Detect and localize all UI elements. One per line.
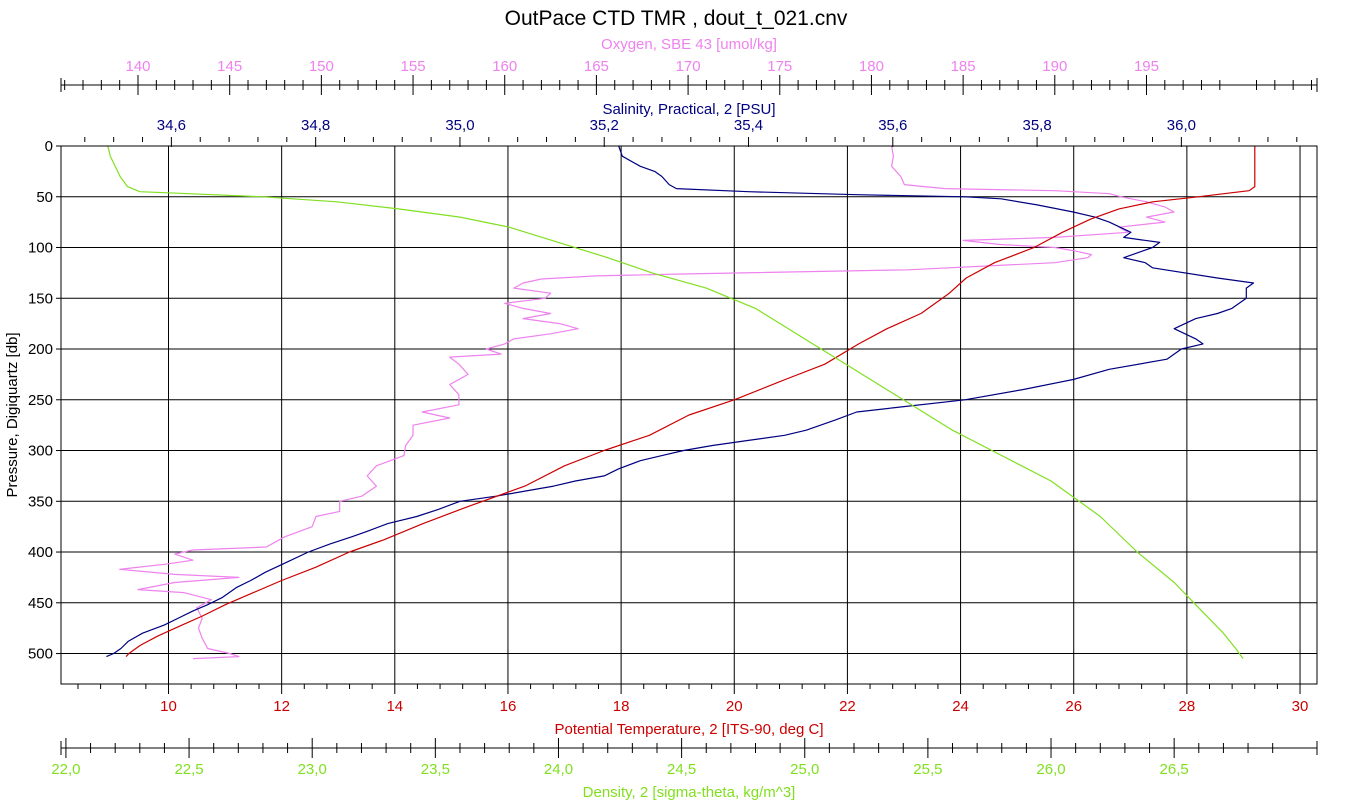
salinity-axis-title: Salinity, Practical, 2 [PSU] xyxy=(602,101,775,118)
oxygen-axis-title: Oxygen, SBE 43 [umol/kg] xyxy=(601,36,777,53)
temperature-tick-label: 30 xyxy=(1292,698,1309,715)
salinity-tick-label: 35,2 xyxy=(590,117,619,134)
density-tick-label: 22,0 xyxy=(51,761,80,778)
pressure-tick-label: 250 xyxy=(28,392,53,409)
axes-layer: 0 50 100 150 200 250 300 350 400 450 500 Pressure, … xyxy=(4,36,1318,801)
temperature-tick-label: 14 xyxy=(386,698,403,715)
oxygen-tick-label: 155 xyxy=(401,58,426,75)
density-tick-label: 24,0 xyxy=(544,761,573,778)
density-axis-title: Density, 2 [sigma-theta, kg/m^3] xyxy=(583,784,796,801)
chart-title: OutPace CTD TMR , dout_t_021.cnv xyxy=(505,7,848,30)
pressure-tick-label: 200 xyxy=(28,341,53,358)
pressure-tick-label: 100 xyxy=(28,240,53,257)
density-tick-label: 24,5 xyxy=(667,761,696,778)
density-profile-line xyxy=(107,145,1244,659)
temperature-tick-label: 10 xyxy=(160,698,177,715)
oxygen-tick-label: 190 xyxy=(1042,58,1067,75)
oxygen-profile-line xyxy=(119,145,1175,660)
salinity-tick-label: 35,4 xyxy=(734,117,763,134)
temperature-tick-label: 12 xyxy=(273,698,290,715)
temperature-profile-line xyxy=(125,146,1256,658)
temperature-tick-label: 18 xyxy=(613,698,630,715)
temperature-tick-label: 28 xyxy=(1179,698,1196,715)
pressure-tick-label: 150 xyxy=(28,290,53,307)
oxygen-tick-label: 165 xyxy=(584,58,609,75)
oxygen-tick-label: 170 xyxy=(676,58,701,75)
salinity-tick-label: 35,0 xyxy=(445,117,474,134)
density-tick-label: 25,0 xyxy=(790,761,819,778)
oxygen-tick-label: 175 xyxy=(767,58,792,75)
temperature-axis-title: Potential Temperature, 2 [ITS-90, deg C] xyxy=(554,721,823,738)
temperature-tick-label: 16 xyxy=(500,698,517,715)
temperature-tick-label: 24 xyxy=(952,698,969,715)
pressure-tick-label: 500 xyxy=(28,646,53,663)
pressure-axis-title: Pressure, Digiquartz [db] xyxy=(4,332,21,497)
density-tick-label: 23,5 xyxy=(421,761,450,778)
oxygen-tick-label: 150 xyxy=(309,58,334,75)
series-layer xyxy=(106,145,1256,660)
salinity-tick-label: 35,8 xyxy=(1022,117,1051,134)
pressure-tick-label: 0 xyxy=(45,138,53,155)
density-tick-label: 25,5 xyxy=(913,761,942,778)
oxygen-tick-label: 140 xyxy=(125,58,150,75)
pressure-tick-label: 300 xyxy=(28,443,53,460)
oxygen-tick-label: 195 xyxy=(1134,58,1159,75)
density-tick-label: 26,5 xyxy=(1160,761,1189,778)
salinity-tick-label: 34,6 xyxy=(157,117,186,134)
oxygen-tick-label: 180 xyxy=(859,58,884,75)
oxygen-tick-label: 145 xyxy=(217,58,242,75)
oxygen-tick-label: 160 xyxy=(492,58,517,75)
temperature-tick-label: 22 xyxy=(839,698,856,715)
salinity-tick-label: 35,6 xyxy=(878,117,907,134)
density-tick-label: 26,0 xyxy=(1036,761,1065,778)
temperature-tick-label: 26 xyxy=(1065,698,1082,715)
pressure-tick-label: 50 xyxy=(36,189,53,206)
salinity-tick-label: 36,0 xyxy=(1167,117,1196,134)
pressure-tick-label: 350 xyxy=(28,493,53,510)
pressure-tick-label: 450 xyxy=(28,595,53,612)
oxygen-tick-label: 185 xyxy=(951,58,976,75)
temperature-tick-label: 20 xyxy=(726,698,743,715)
salinity-tick-label: 34,8 xyxy=(301,117,330,134)
density-tick-label: 23,0 xyxy=(298,761,327,778)
pressure-tick-label: 400 xyxy=(28,544,53,561)
density-tick-label: 22,5 xyxy=(174,761,203,778)
salinity-profile-line xyxy=(106,145,1255,658)
